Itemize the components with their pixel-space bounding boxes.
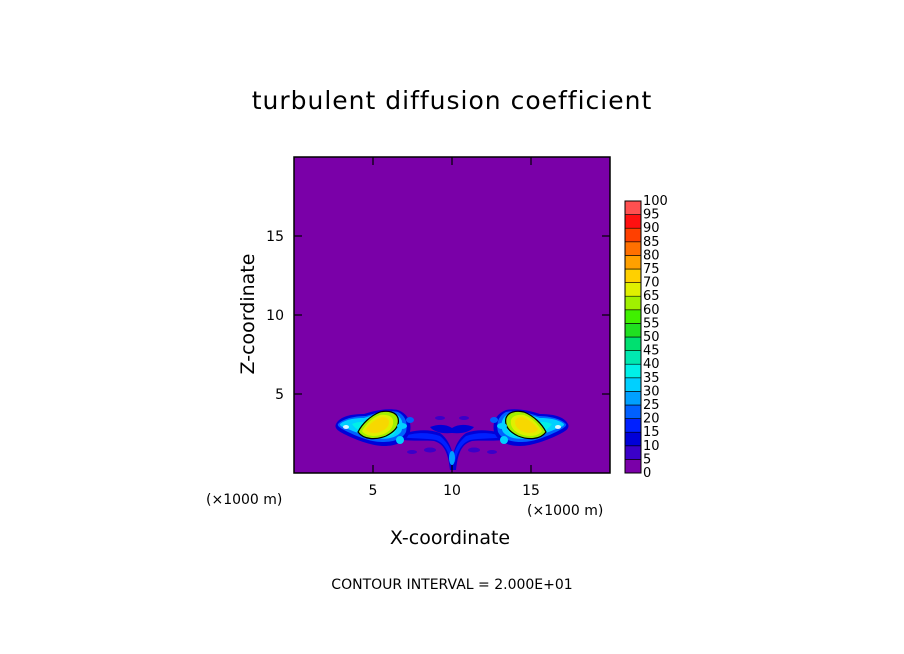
colorbar-tick-label: 20 (643, 412, 660, 427)
colorbar-tick-label: 45 (643, 344, 660, 359)
colorbar-swatch (624, 241, 642, 256)
colorbar-tick-label: 60 (643, 303, 660, 318)
colorbar-swatch (624, 404, 642, 419)
x-axis-label: X-coordinate (389, 527, 511, 549)
colorbar-swatch (624, 431, 642, 447)
colorbar-swatch (624, 227, 642, 243)
colorbar-tick-label: 75 (643, 262, 660, 277)
colorbar-swatch (624, 255, 642, 270)
colorbar-tick-label: 25 (643, 398, 660, 413)
right-lobe (490, 409, 569, 446)
colorbar-tick-label: 85 (643, 235, 660, 250)
y-axis-label: Z-coordinate (237, 253, 259, 375)
colorbar-swatch (624, 363, 642, 379)
central-structure (392, 416, 514, 470)
colorbar-tick-label: 65 (643, 289, 660, 304)
y-tick-label: 10 (266, 308, 284, 324)
colorbar: 0510152025303540455055606570758085909510… (624, 194, 668, 481)
colorbar-swatch (624, 214, 642, 229)
colorbar-swatch (624, 282, 642, 297)
y-tick-label: 15 (266, 229, 284, 245)
colorbar-swatch (624, 459, 642, 474)
colorbar-tick-label: 35 (643, 371, 660, 386)
colorbar-tick-label: 30 (643, 384, 660, 399)
colorbar-tick-label: 15 (643, 425, 660, 440)
x-tick-label: 10 (443, 483, 461, 499)
colorbar-swatch (624, 350, 642, 365)
colorbar-tick-label: 0 (643, 466, 651, 481)
colorbar-frame (624, 200, 642, 474)
colorbar-tick-label: 100 (643, 194, 668, 209)
axis-ticks: 5 10 15 5 10 15 (266, 157, 610, 499)
colorbar-swatch (624, 309, 642, 324)
colorbar-swatch (624, 295, 642, 311)
colorbar-tick-label: 70 (643, 276, 660, 291)
contour-field (335, 409, 569, 470)
chart-title: turbulent diffusion coefficient (251, 86, 653, 115)
colorbar-tick-label: 90 (643, 221, 660, 236)
colorbar-swatch (624, 391, 642, 406)
x-unit-label: (×1000 m) (527, 503, 604, 519)
colorbar-swatch (624, 336, 642, 351)
colorbar-swatch (624, 418, 642, 433)
left-lobe (335, 409, 414, 446)
colorbar-tick-label: 55 (643, 316, 660, 331)
colorbar-swatch (624, 323, 642, 338)
colorbar-swatch (624, 445, 642, 460)
colorbar-swatch (624, 268, 642, 283)
colorbar-tick-label: 80 (643, 248, 660, 263)
colorbar-tick-label: 95 (643, 208, 660, 223)
x-tick-label: 15 (522, 483, 540, 499)
y-unit-label: (×1000 m) (206, 492, 283, 508)
contour-interval-note: CONTOUR INTERVAL = 2.000E+01 (331, 577, 573, 593)
colorbar-swatch (624, 200, 642, 215)
colorbar-tick-label: 10 (643, 439, 660, 454)
colorbar-tick-label: 40 (643, 357, 660, 372)
x-tick-label: 5 (369, 483, 378, 499)
colorbar-tick-label: 5 (643, 452, 651, 467)
colorbar-tick-label: 50 (643, 330, 660, 345)
y-tick-label: 5 (275, 387, 284, 403)
colorbar-swatch (624, 377, 642, 392)
